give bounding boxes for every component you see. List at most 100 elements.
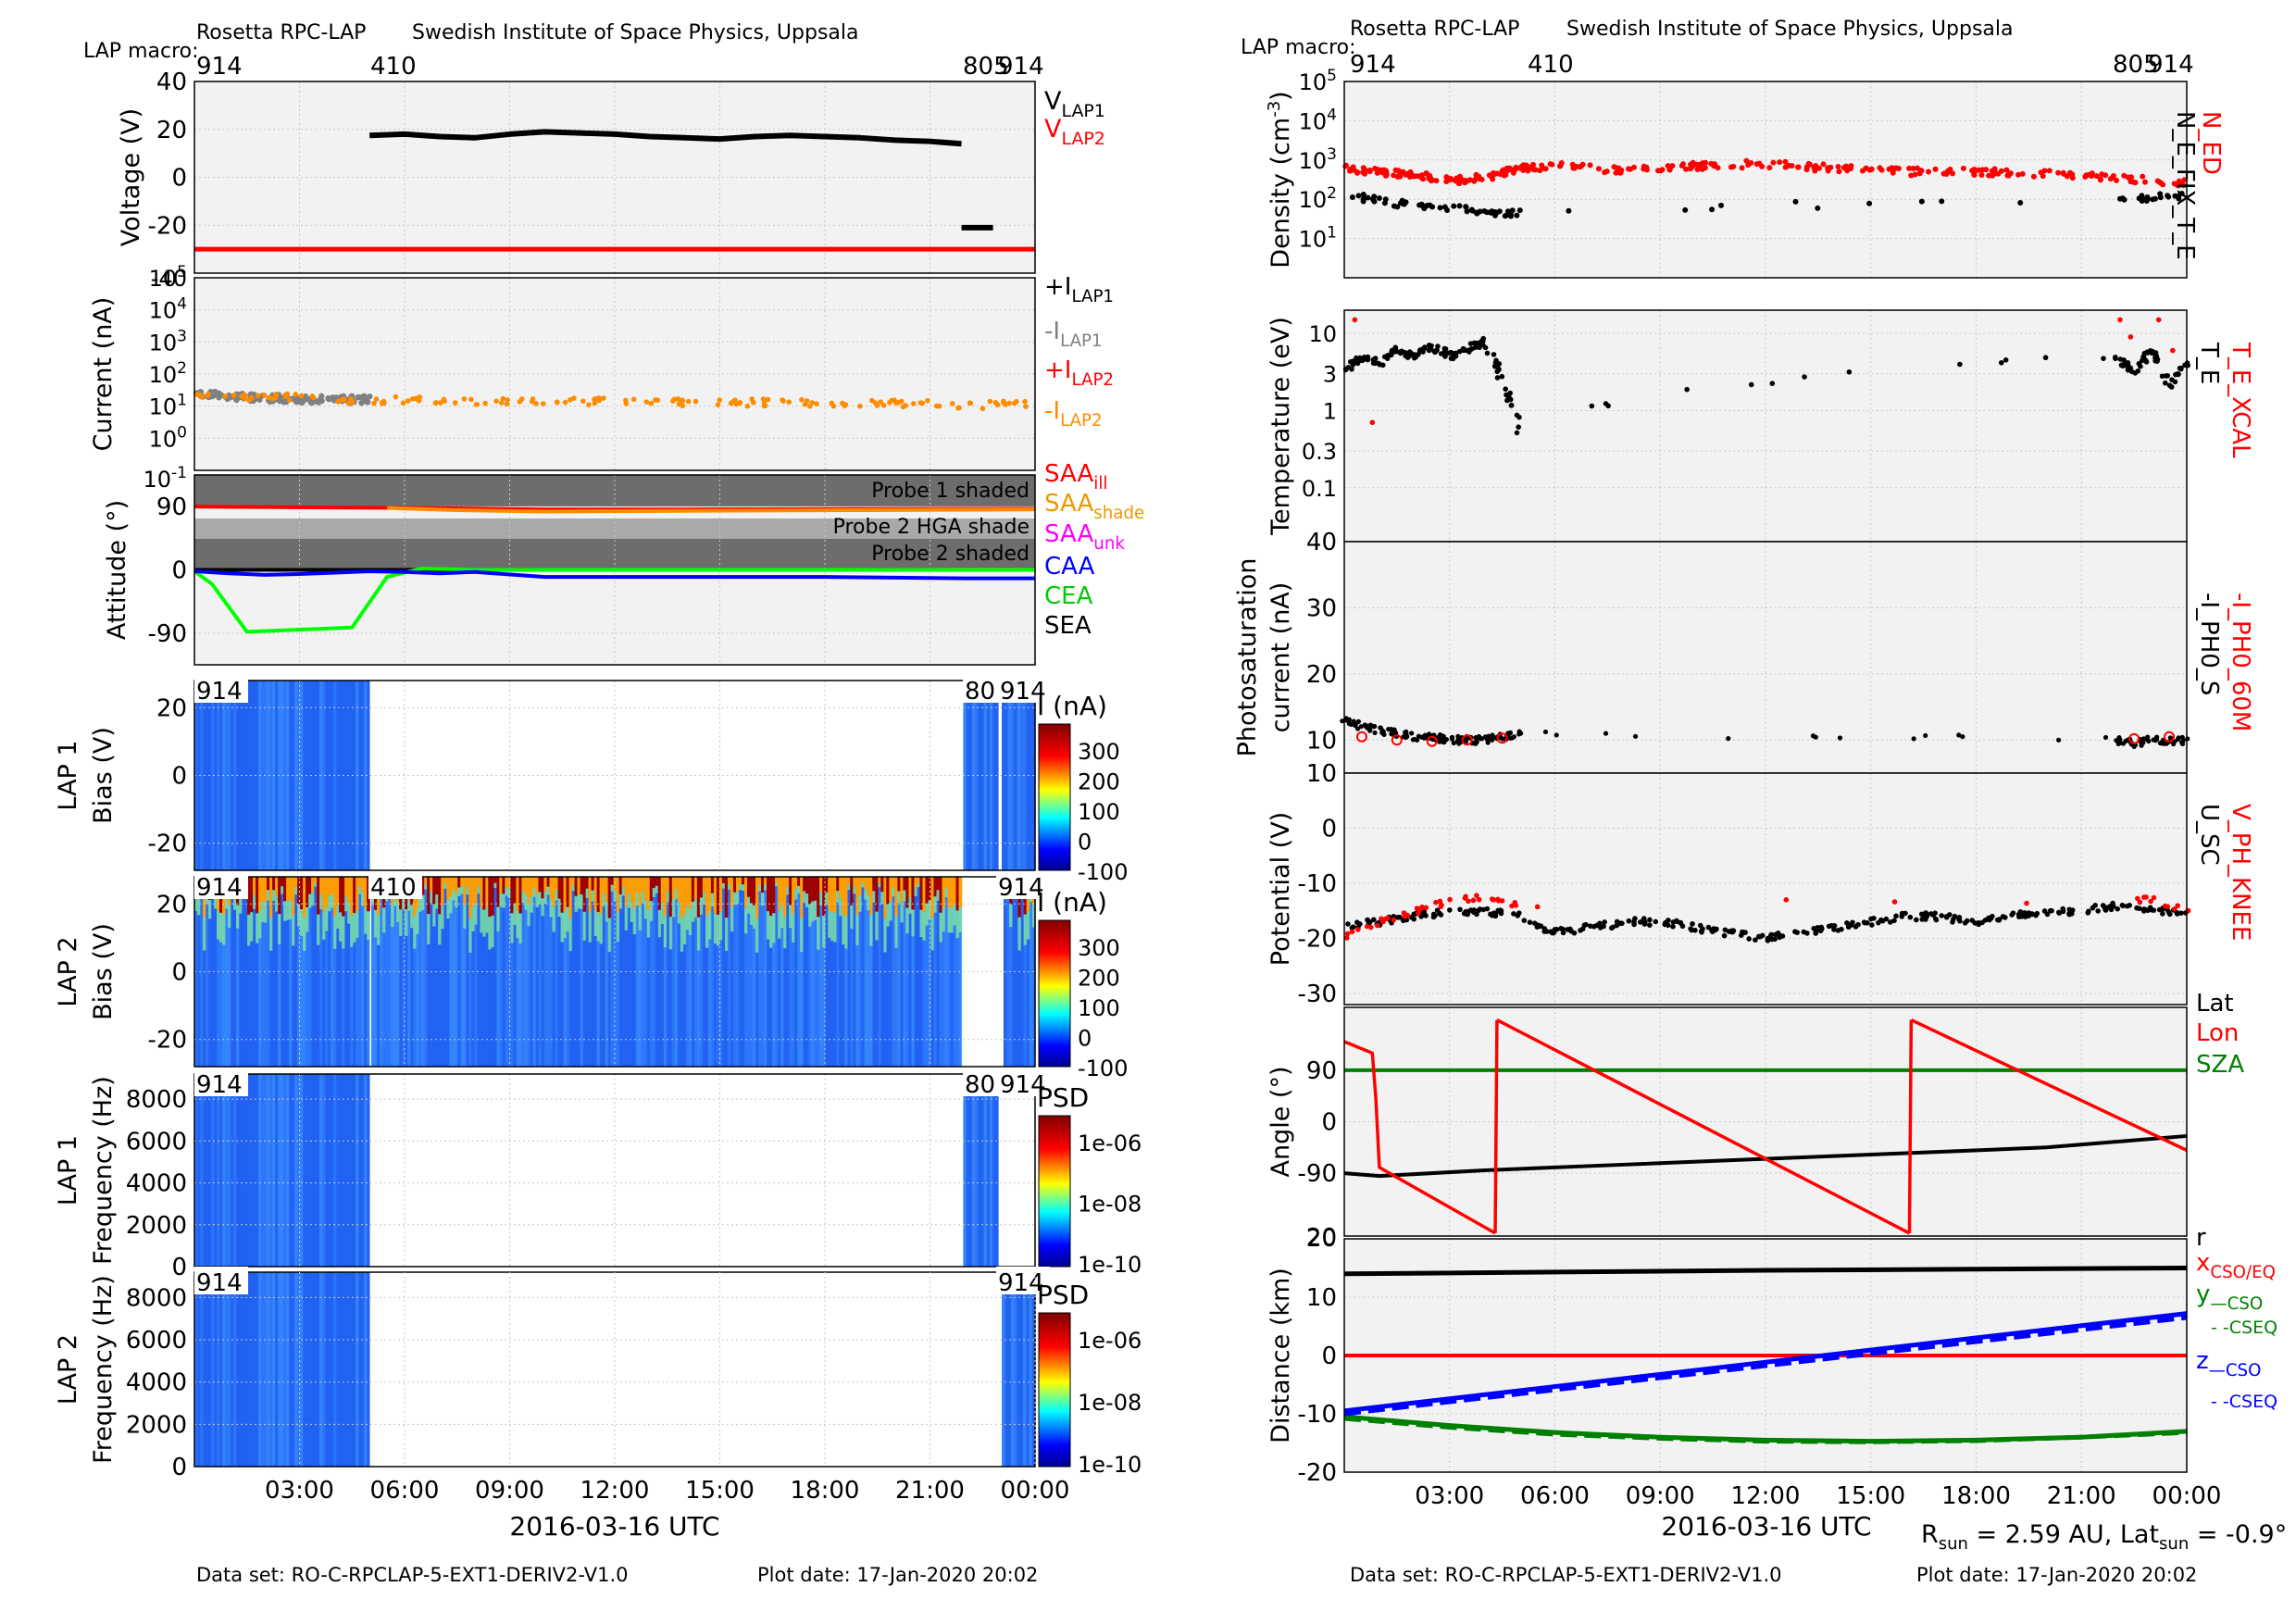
lap2-bias-heat-col: [950, 877, 955, 1067]
density-series-ned: [1349, 167, 1355, 173]
lap2-bias-heat-top: [477, 877, 480, 887]
density-series-ned: [2141, 179, 2148, 185]
density-series-nefix: [1420, 203, 1427, 209]
lap2-bias-macro: 410: [370, 874, 417, 902]
current-ytick-base: 10: [149, 266, 178, 292]
lap2-bias-heat-col: [930, 877, 935, 1067]
density-series-nefix: [1866, 200, 1873, 206]
photosat-series-s: [1474, 735, 1480, 742]
density-series-ned: [2019, 170, 2026, 177]
current-series-3: [925, 397, 930, 404]
lap2-bias-heat-top: [361, 877, 365, 893]
lap2-freq-heat-col: [247, 1272, 251, 1467]
lap2-bias-heat-mid: [780, 905, 784, 929]
attitude-series-cea: [193, 566, 1035, 634]
right-top-macro: 914: [1350, 51, 1396, 79]
temperature-series-te: [2153, 354, 2160, 359]
lap2-bias-heat-top: [682, 877, 687, 915]
lap1-bias-heat-col: [256, 681, 259, 870]
lap2-bias-heat-col: [256, 877, 259, 1067]
lap1-freq-macro: 80: [965, 1071, 995, 1099]
lap1-bias-heat-col: [239, 681, 243, 870]
lap2-freq-x-xtick: 09:00: [475, 1477, 544, 1505]
temperature-series-te: [1480, 335, 1487, 342]
lap2-bias-heat-top: [358, 877, 362, 887]
lap2-bias-heat-mid: [641, 891, 645, 904]
footer-left-plotdate: Plot date: 17-Jan-2020 20:02: [757, 1564, 1038, 1586]
angle-ylabel: Angle (°): [1267, 1067, 1295, 1178]
lap2-bias-heat-top: [822, 877, 826, 917]
lap2-bias-heat-top: [889, 877, 892, 902]
lap2-bias-heat-top: [524, 877, 529, 895]
density-series-ned: [2180, 182, 2187, 189]
lap1-bias-heat-col: [978, 681, 981, 870]
lap2-bias-heat-col: [325, 877, 329, 1067]
current-series-3: [461, 396, 468, 402]
lap2-bias-heat-mid: [858, 895, 862, 912]
lap2-bias-heat-mid: [555, 890, 559, 901]
legend-ilap1-neg-main: -I: [1044, 318, 1060, 345]
lap2-bias-heat-col: [696, 877, 701, 1067]
density-series-nefix: [1509, 207, 1516, 214]
lap2-bias-heat-top: [632, 877, 637, 909]
potential-series-usc: [1746, 936, 1752, 942]
lap2-bias-heat-mid: [275, 895, 279, 912]
density-series-nefix: [1456, 203, 1463, 209]
lap2-bias-heat-mid: [805, 893, 809, 908]
lap2-bias-heat-mid: [463, 905, 467, 929]
lap2-bias-macro: 914: [998, 874, 1044, 902]
lap2-bias-heat-mid: [886, 904, 890, 927]
potential-series-usc: [2010, 910, 2016, 916]
potential-series-usc: [1964, 918, 1970, 924]
density-series-ned: [1806, 161, 1813, 168]
lap2-bias-heat-col: [588, 877, 593, 1067]
lap2-bias-heat-top: [769, 877, 773, 917]
density-series-ned: [1687, 166, 1693, 172]
density-series-ned: [1666, 167, 1673, 173]
lap1-bias-colorbar-tick: 0: [1078, 830, 1092, 856]
lap1-freq-heat-col: [197, 1074, 201, 1267]
lap2-bias-heat-mid: [560, 912, 565, 943]
lap2-bias-heat-mid: [747, 896, 751, 914]
current-series-3: [900, 404, 906, 410]
current-ytick-exp: 5: [177, 263, 187, 281]
density-series-ned: [1596, 166, 1603, 172]
current-series-1: [318, 397, 325, 405]
lap2-bias-heat-top: [250, 877, 254, 913]
current-series-3: [648, 400, 655, 406]
angle-series-lat: [1343, 1133, 2188, 1179]
lap2-bias-heat-mid: [322, 911, 326, 940]
lap2-bias-heat-top: [635, 877, 640, 893]
lap2-bias-heat-col: [780, 877, 784, 1067]
lap2-bias-heat-top: [455, 877, 458, 894]
current-series-3: [554, 399, 560, 406]
lap2-bias-heat-col: [566, 877, 570, 1067]
density-series-ned: [1926, 169, 1932, 175]
lap2-bias-heat-top: [311, 877, 315, 893]
legend-vlap1-sub: LAP1: [1061, 101, 1104, 121]
lap2-bias-heat-top: [367, 877, 370, 912]
current-series-3: [261, 393, 268, 398]
lap2-bias-heat-mid: [233, 894, 237, 910]
density-series-nefix: [1514, 212, 1520, 219]
lap2-bias-heat-mid: [724, 918, 729, 952]
density-series-ned: [1617, 169, 1624, 176]
density-series-ned: [1759, 163, 1766, 169]
density-series-ned: [2121, 172, 2128, 179]
density-series-ned: [1466, 177, 1473, 183]
lap1-freq-frame: [193, 1073, 1036, 1268]
lap2-bias-heat-top: [543, 877, 548, 892]
density-series-ned: [1983, 167, 1990, 173]
lap1-freq-ytick: 6000: [126, 1128, 187, 1156]
density-series-ned: [1542, 166, 1549, 172]
legend-saa-unk: SAAunk: [1044, 520, 1125, 554]
potential-series-usc: [1730, 928, 1737, 934]
lap2-freq-heat-col: [236, 1272, 240, 1467]
lap2-bias-colorbar-tick: -100: [1078, 1056, 1128, 1081]
temperature-series-te: [1474, 342, 1480, 348]
current-series-3: [715, 402, 721, 407]
temperature-series-te: [1397, 350, 1404, 356]
potential-series-usc: [1692, 927, 1698, 933]
temperature-series-te: [1492, 360, 1499, 366]
left-xlabel: 2016-03-16 UTC: [509, 1511, 719, 1542]
